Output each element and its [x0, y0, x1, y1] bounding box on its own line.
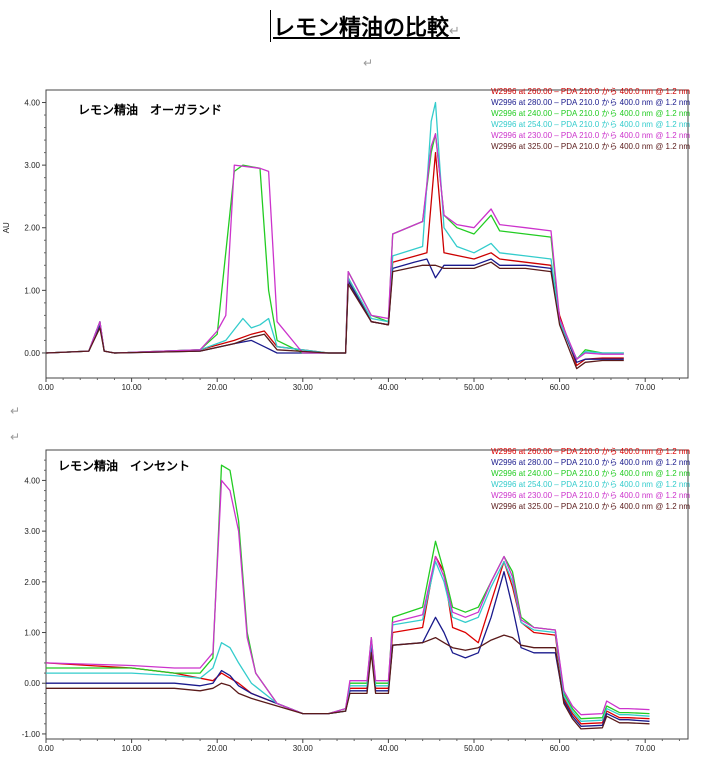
y-tick-label: 1.00	[24, 629, 40, 638]
y-tick-label: -1.00	[22, 730, 41, 739]
series-line-4	[46, 560, 650, 722]
legend-entry: W2996 at 325.00 – PDA 210.0 から 400.0 nm …	[491, 142, 690, 151]
chart-incent: 0.00 10.00 20.00 30.00 40.00 50.00 60.00 70.00 -…	[22, 447, 691, 753]
x-tick-label: 50.00	[464, 383, 485, 392]
x-tick-label: 20.00	[207, 383, 228, 392]
chart-title: レモン精油 インセント	[58, 458, 190, 473]
x-tick-label: 30.00	[293, 744, 314, 753]
paragraph-mark-icon: ↵	[10, 404, 21, 418]
document-title: レモン精油の比較↵	[270, 10, 460, 42]
legend-entry: W2996 at 254.00 – PDA 210.0 から 400.0 nm …	[491, 480, 690, 489]
x-tick-label: 60.00	[550, 383, 571, 392]
plot-frame	[45, 89, 689, 379]
x-tick-label: 70.00	[635, 744, 656, 753]
x-tick-label: 60.00	[550, 744, 571, 753]
legend-entry: W2996 at 280.00 – PDA 210.0 から 400.0 nm …	[491, 98, 690, 107]
series-line-3	[46, 464, 650, 720]
y-tick-label: 0.00	[24, 679, 40, 688]
x-tick-label: 40.00	[378, 744, 399, 753]
series-line-6	[46, 634, 650, 730]
y-tick-label: 0.00	[24, 349, 40, 358]
legend-entry: W2996 at 230.00 – PDA 210.0 から 400.0 nm …	[491, 131, 690, 140]
y-axis-label: AU	[2, 222, 11, 233]
legend-entry: W2996 at 280.00 – PDA 210.0 から 400.0 nm …	[491, 458, 690, 467]
x-tick-label: 20.00	[207, 744, 228, 753]
chart-orgaland: 0.00 10.00 20.00 30.00 40.00 50.00 60.00 70.00 0…	[2, 87, 690, 392]
x-tick-label: 50.00	[464, 744, 485, 753]
y-tick-label: 4.00	[24, 99, 40, 108]
x-tick-label: 40.00	[378, 383, 399, 392]
x-tick-label: 30.00	[293, 383, 314, 392]
x-tick-label: 0.00	[38, 383, 54, 392]
legend-entry: W2996 at 240.00 – PDA 210.0 から 400.0 nm …	[491, 469, 690, 478]
legend-entry: W2996 at 260.00 – PDA 210.0 から 400.0 nm …	[491, 87, 690, 96]
series-line-5	[45, 479, 650, 716]
y-tick-label: 3.00	[24, 161, 40, 170]
x-tick-label: 10.00	[122, 383, 143, 392]
chart-title: レモン精油 オーガランド	[78, 102, 222, 117]
series-line-6	[45, 261, 624, 370]
x-tick-label: 10.00	[122, 744, 143, 753]
legend-entry: W2996 at 254.00 – PDA 210.0 から 400.0 nm …	[491, 120, 690, 129]
paragraph-mark-icon: ↵	[449, 24, 460, 39]
series-line-1	[45, 555, 650, 725]
legend-entry: W2996 at 240.00 – PDA 210.0 から 400.0 nm …	[491, 109, 690, 118]
y-tick-label: 4.00	[24, 476, 40, 485]
x-tick-label: 0.00	[38, 744, 54, 753]
legend-entry: W2996 at 260.00 – PDA 210.0 から 400.0 nm …	[491, 447, 690, 456]
x-tick-label: 70.00	[635, 383, 656, 392]
y-tick-label: 2.00	[24, 578, 40, 587]
y-tick-label: 1.00	[24, 286, 40, 295]
document-title-text: レモン精油の比較	[273, 16, 450, 41]
y-tick-label: 3.00	[24, 527, 40, 536]
paragraph-mark-icon: ↵	[363, 56, 374, 70]
paragraph-mark-icon: ↵	[10, 430, 21, 444]
y-tick-label: 2.00	[24, 224, 40, 233]
legend-entry: W2996 at 325.00 – PDA 210.0 から 400.0 nm …	[491, 502, 690, 511]
legend-entry: W2996 at 230.00 – PDA 210.0 から 400.0 nm …	[491, 491, 690, 500]
